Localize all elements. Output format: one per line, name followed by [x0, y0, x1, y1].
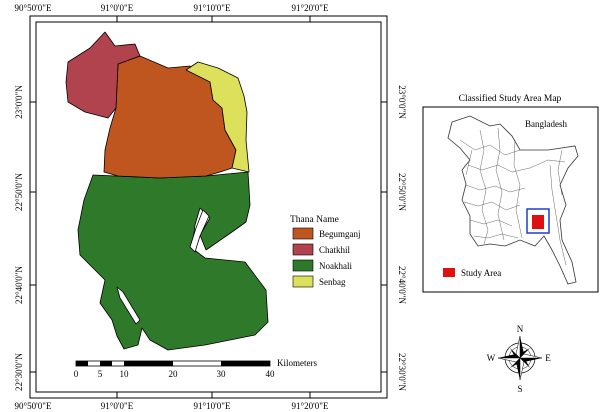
legend-swatch-chatkhil [292, 243, 314, 256]
legend-label-begumganj: Begumganj [319, 229, 361, 239]
inset-map: Classified Study Area Map Bangladesh Stu… [422, 93, 599, 293]
left-axis-label: 23°0'0"N [14, 85, 24, 119]
right-axis-label: 22°50'0"N [397, 173, 407, 211]
river-channel [116, 286, 141, 325]
right-axis-label: 22°30'0"N [397, 353, 407, 391]
bottom-axis-label: 91°0'0"E [101, 401, 134, 411]
bottom-axis-label: 91°20'0"E [292, 401, 329, 411]
compass-e: E [545, 353, 551, 363]
legend-title: Thana Name [290, 215, 339, 225]
top-axis-label: 91°20'0"E [292, 3, 329, 13]
inset-country-label: Bangladesh [525, 119, 567, 129]
left-axis-label: 22°30'0"N [14, 353, 24, 391]
inset-study-area-box [526, 208, 550, 234]
top-axis-label: 91°0'0"E [101, 3, 134, 13]
scale-unit: Kilometers [277, 358, 317, 368]
right-axis-label: 23°0'0"N [397, 85, 407, 119]
scale-tick-label: 40 [266, 369, 276, 379]
river-channel [189, 209, 210, 253]
legend-swatch-begumganj [292, 227, 314, 240]
bottom-axis-label: 91°10'0"E [194, 401, 231, 411]
legend-swatch-noakhali [292, 259, 314, 272]
scale-tick-label: 20 [169, 369, 179, 379]
compass-n: N [517, 324, 524, 334]
legend-label-senbag: Senbag [319, 277, 346, 287]
inset-study-area [532, 215, 544, 229]
top-axis-label: 90°50'0"E [15, 3, 52, 13]
compass-s: S [517, 384, 522, 394]
legend: Thana Name Begumganj Chatkhil Noakhali S… [290, 215, 361, 288]
scale-bar: Kilometers 0 5 10 20 30 40 [74, 358, 318, 379]
bangladesh-outline [447, 115, 579, 285]
scale-tick-label: 5 [98, 369, 103, 379]
inset-title: Classified Study Area Map [459, 93, 562, 104]
left-axis-label: 22°50'0"N [14, 173, 24, 211]
bottom-axis-label: 90°50'0"E [15, 401, 52, 411]
legend-swatch-senbag [292, 275, 314, 288]
x-ticks [116, 16, 311, 398]
right-axis-label: 22°40'0"N [397, 266, 407, 304]
main-map-inner-frame [35, 21, 382, 393]
scale-tick-label: 30 [217, 369, 227, 379]
compass-w: W [487, 353, 496, 363]
inset-legend-swatch [443, 268, 455, 277]
left-axis-label: 22°40'0"N [14, 266, 24, 304]
north-arrow: N S E W [487, 324, 552, 394]
inset-division-lines [459, 127, 567, 266]
legend-label-chatkhil: Chatkhil [319, 245, 350, 255]
region-senbag [185, 61, 250, 173]
inset-legend-label: Study Area [461, 268, 501, 278]
y-ticks [30, 101, 387, 373]
region-chatkhil [65, 31, 141, 119]
legend-label-noakhali: Noakhali [319, 261, 352, 271]
scale-tick-label: 0 [74, 369, 79, 379]
scale-tick-label: 10 [120, 369, 130, 379]
top-axis-label: 91°10'0"E [194, 3, 231, 13]
